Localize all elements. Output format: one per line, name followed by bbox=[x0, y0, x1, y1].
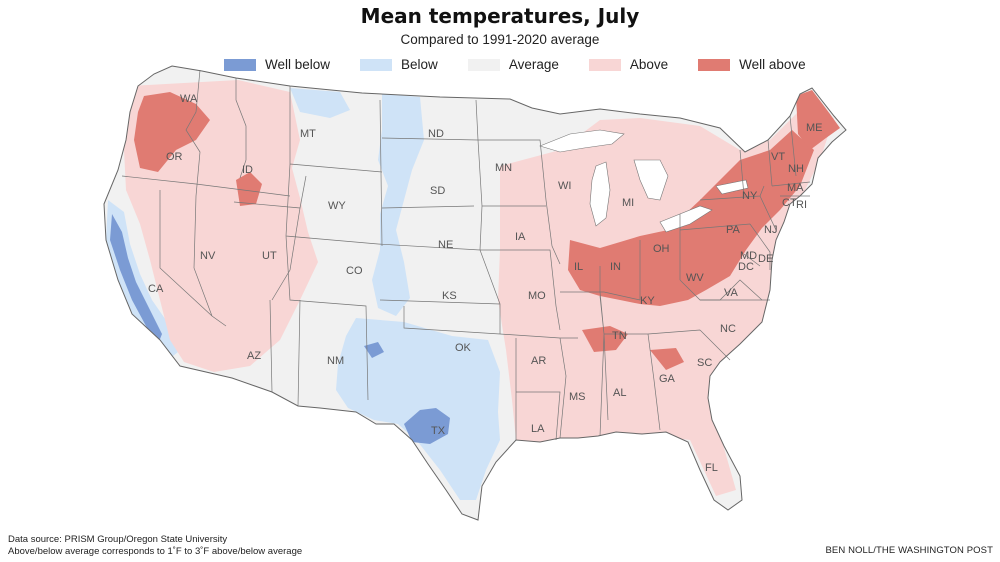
state-label-mn: MN bbox=[495, 162, 512, 174]
state-label-tx: TX bbox=[431, 425, 446, 437]
state-label-fl: FL bbox=[705, 462, 718, 474]
map-subtitle: Compared to 1991-2020 average bbox=[400, 32, 600, 47]
legend-item-above: Above bbox=[588, 57, 669, 72]
state-label-md: MD bbox=[740, 250, 757, 262]
border-west-interior bbox=[121, 69, 383, 407]
legend-item-below: Below bbox=[360, 57, 438, 72]
state-labels: WA OR CA ID NV MT WY UT AZ CO NM ND SD N… bbox=[148, 93, 823, 474]
region-below-southern-plains bbox=[336, 318, 500, 500]
state-label-al: AL bbox=[613, 387, 626, 399]
state-label-nv: NV bbox=[200, 250, 216, 262]
state-label-il: IL bbox=[574, 261, 583, 273]
legend-swatch-well-above bbox=[698, 58, 731, 71]
state-label-ct: CT bbox=[782, 197, 797, 209]
state-label-wy: WY bbox=[328, 200, 346, 212]
state-label-ca: CA bbox=[148, 283, 164, 295]
state-label-in: IN bbox=[610, 261, 621, 273]
state-label-de: DE bbox=[758, 253, 773, 265]
legend: Well below Below Average Above Well abov… bbox=[224, 57, 806, 72]
state-label-ma: MA bbox=[787, 182, 804, 194]
state-label-nc: NC bbox=[720, 323, 736, 335]
region-below-montana bbox=[290, 88, 350, 118]
state-label-oh: OH bbox=[653, 243, 670, 255]
state-label-nh: NH bbox=[788, 163, 804, 175]
legend-label-well-above: Well above bbox=[739, 57, 806, 72]
lake-huron bbox=[633, 159, 669, 201]
threshold-note: Above/below average corresponds to 1˚F t… bbox=[8, 546, 303, 557]
data-source-note: Data source: PRISM Group/Oregon State Un… bbox=[8, 534, 228, 545]
state-label-sc: SC bbox=[697, 357, 712, 369]
us-outline bbox=[103, 65, 847, 521]
state-label-wv: WV bbox=[686, 272, 704, 284]
state-label-nm: NM bbox=[327, 355, 344, 367]
state-label-wa: WA bbox=[180, 93, 198, 105]
legend-label-well-below: Well below bbox=[265, 57, 331, 72]
state-label-la: LA bbox=[531, 423, 545, 435]
state-label-dc: DC bbox=[738, 261, 754, 273]
state-label-ar: AR bbox=[531, 355, 546, 367]
state-label-ne: NE bbox=[438, 239, 453, 251]
state-label-nj: NJ bbox=[764, 224, 777, 236]
legend-swatch-below bbox=[360, 58, 393, 71]
state-label-or: OR bbox=[166, 151, 183, 163]
state-label-mt: MT bbox=[300, 128, 316, 140]
state-label-ok: OK bbox=[455, 342, 472, 354]
state-label-nd: ND bbox=[428, 128, 444, 140]
region-well-above-georgia bbox=[650, 348, 684, 370]
state-label-ri: RI bbox=[796, 199, 807, 211]
region-below-plains bbox=[372, 94, 424, 316]
legend-item-average: Average bbox=[467, 57, 559, 72]
state-label-ny: NY bbox=[742, 190, 758, 202]
border-plains bbox=[377, 99, 501, 335]
region-well-below-texas bbox=[404, 408, 450, 444]
state-label-id: ID bbox=[242, 164, 253, 176]
region-below-california bbox=[106, 200, 178, 360]
legend-swatch-above bbox=[588, 58, 621, 71]
state-borders bbox=[121, 69, 811, 441]
region-well-above-idaho bbox=[236, 172, 262, 206]
state-label-wi: WI bbox=[558, 180, 571, 192]
state-label-pa: PA bbox=[726, 224, 741, 236]
footer-notes: Data source: PRISM Group/Oregon State Un… bbox=[8, 534, 302, 558]
region-well-above-new-england bbox=[796, 90, 840, 150]
legend-label-average: Average bbox=[508, 57, 559, 72]
map-title: Mean temperatures, July bbox=[360, 4, 640, 28]
lake-ontario bbox=[715, 179, 749, 195]
region-well-above-tennessee bbox=[582, 326, 628, 352]
border-midwest bbox=[478, 139, 763, 441]
state-label-tn: TN bbox=[612, 330, 627, 342]
state-label-ms: MS bbox=[569, 391, 586, 403]
credit-line: BEN NOLL/THE WASHINGTON POST bbox=[825, 545, 993, 556]
state-label-va: VA bbox=[724, 287, 739, 299]
lake-superior bbox=[539, 129, 625, 153]
region-well-below-ca-coast bbox=[110, 214, 162, 344]
legend-label-above: Above bbox=[629, 57, 669, 72]
region-well-above-northwest bbox=[134, 92, 210, 172]
lake-michigan bbox=[589, 161, 611, 227]
state-label-mi: MI bbox=[622, 197, 634, 209]
lake-erie bbox=[659, 205, 713, 233]
state-label-vt: VT bbox=[771, 151, 785, 163]
legend-item-well-below: Well below bbox=[224, 57, 330, 72]
state-label-az: AZ bbox=[247, 350, 261, 362]
state-label-ia: IA bbox=[515, 231, 526, 243]
state-label-ks: KS bbox=[442, 290, 457, 302]
great-lakes bbox=[539, 129, 749, 233]
state-label-me: ME bbox=[806, 122, 823, 134]
legend-label-below: Below bbox=[401, 57, 438, 72]
legend-item-well-above: Well above bbox=[698, 57, 806, 72]
state-label-ky: KY bbox=[640, 295, 655, 307]
state-label-sd: SD bbox=[430, 185, 445, 197]
state-label-mo: MO bbox=[528, 290, 546, 302]
legend-swatch-average bbox=[467, 58, 500, 71]
state-label-ga: GA bbox=[659, 373, 676, 385]
legend-swatch-well-below bbox=[224, 58, 256, 71]
region-well-below-nm bbox=[364, 342, 384, 358]
state-label-ut: UT bbox=[262, 250, 277, 262]
state-label-co: CO bbox=[346, 265, 363, 277]
border-east bbox=[679, 115, 811, 301]
